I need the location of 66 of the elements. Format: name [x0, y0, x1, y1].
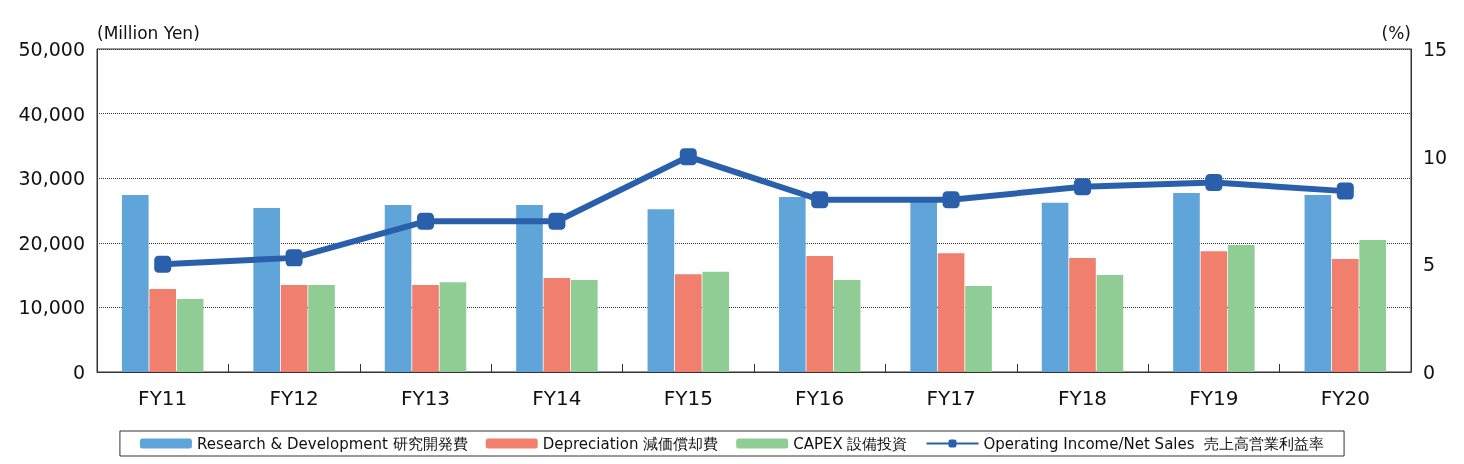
legend-label: Research & Development 研究開発費 — [196, 434, 468, 453]
y2-tick-label: 10 — [1423, 145, 1448, 168]
x-tick-label: FY17 — [926, 386, 976, 410]
y-tick-label: 30,000 — [18, 167, 85, 190]
bar — [384, 205, 412, 372]
bar — [1041, 202, 1069, 372]
y2-axis-title: (%) — [1381, 22, 1411, 43]
y-tick-label: 0 — [72, 361, 85, 383]
bar — [778, 196, 806, 372]
bar — [1069, 257, 1096, 372]
bar — [1173, 193, 1200, 372]
bar — [833, 279, 861, 372]
bar — [1096, 275, 1124, 372]
legend-label: CAPEX 設備投資 — [793, 434, 908, 453]
bar — [806, 256, 834, 372]
point — [285, 249, 303, 267]
x-tick-label: FY15 — [663, 386, 713, 410]
bar — [149, 288, 177, 372]
bar — [937, 253, 965, 372]
bar — [1304, 195, 1332, 372]
bar — [543, 278, 571, 372]
bar — [121, 195, 149, 372]
y-tick-label: 50,000 — [18, 38, 85, 60]
bar — [910, 200, 937, 372]
bar — [702, 271, 730, 372]
point — [548, 212, 566, 230]
bar — [308, 285, 335, 372]
bar — [439, 282, 467, 372]
legend-label: Operating Income/Net Sales 売上高営業利益率 — [983, 434, 1325, 453]
x-tick-label: FY16 — [795, 386, 845, 410]
bar — [965, 286, 992, 372]
point — [1074, 178, 1091, 196]
bar — [647, 209, 675, 372]
bar — [253, 207, 280, 372]
bar — [1359, 239, 1387, 372]
point — [417, 212, 434, 230]
bar — [571, 279, 598, 372]
y-tick-label: 40,000 — [18, 102, 85, 125]
y-axis-title: (Million Yen) — [97, 22, 200, 43]
point — [679, 148, 697, 166]
y-tick-label: 10,000 — [18, 296, 85, 319]
x-tick-label: FY12 — [269, 386, 319, 410]
bar — [1331, 258, 1359, 372]
x-tick-label: FY18 — [1057, 386, 1108, 410]
bar — [1228, 245, 1255, 372]
point — [811, 191, 829, 209]
point — [1205, 174, 1223, 192]
y-tick-label: 20,000 — [18, 231, 85, 254]
point — [942, 191, 960, 209]
bar — [176, 299, 204, 372]
x-tick-label: FY20 — [1320, 386, 1370, 410]
x-tick-label: FY11 — [138, 386, 188, 410]
legend-label: Depreciation 減価償却費 — [542, 434, 719, 453]
bar — [516, 205, 543, 372]
y2-tick-label: 15 — [1423, 38, 1448, 60]
x-tick-label: FY14 — [532, 386, 582, 410]
point — [1336, 182, 1354, 200]
y2-tick-label: 5 — [1423, 253, 1436, 276]
bar — [674, 274, 702, 372]
x-tick-label: FY19 — [1189, 386, 1239, 410]
bar — [412, 285, 439, 372]
point — [154, 255, 172, 273]
y2-tick-label: 0 — [1423, 361, 1436, 383]
bar — [1200, 251, 1228, 372]
x-tick-label: FY13 — [400, 386, 451, 410]
bar — [280, 285, 308, 372]
